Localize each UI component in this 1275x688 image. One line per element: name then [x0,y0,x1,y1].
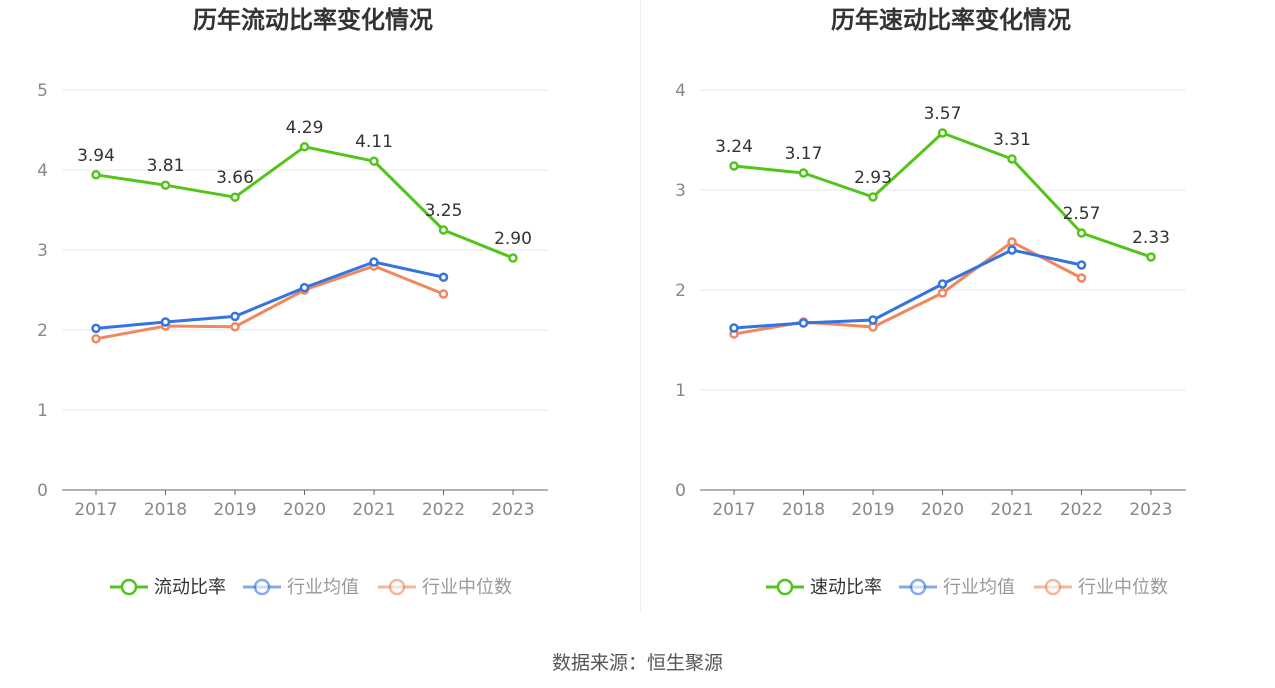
industry-average-series-point [1076,260,1087,270]
industry-average-series-point [91,323,101,334]
main-series-point [937,128,948,138]
data-label: 3.24 [715,137,753,157]
main-series-point [798,168,809,178]
x-tick-label: 2018 [144,500,187,520]
industry-average-series-point [369,257,379,267]
industry-average-series-point [438,272,449,282]
main-series-point [299,142,310,152]
y-tick-label: 4 [37,161,48,181]
industry-median-series-point [91,334,101,344]
chart-title: 历年流动比率变化情况 [193,6,433,34]
x-tick-label: 2021 [352,500,395,520]
current-ratio-chart-panel: 历年流动比率变化情况 0 1 2 3 4 5 2017 2018 2019 2020 2021 2022… [0,0,637,612]
main-series-point [160,180,171,190]
industry-average-series-point [868,315,878,325]
industry-average-series-point [299,282,310,293]
main-series-point [1076,228,1087,238]
legend-item-industry-median-marker [388,578,406,596]
legend-item-main-marker [776,578,794,596]
quick-ratio-chart: 历年速动比率变化情况 0 1 2 3 4 2017 2018 2019 2020 2021 2022 2… [675,6,1186,598]
main-series-point [508,253,518,263]
data-label: 3.66 [216,168,254,188]
data-label: 4.29 [286,118,324,138]
y-tick-label: 0 [675,481,686,501]
main-series-point [230,192,240,202]
main-series-point [369,156,379,166]
industry-average-series-line [733,248,1082,330]
industry-average-series-point [230,311,240,322]
y-tick-label: 4 [675,81,686,101]
x-tick-label: 2022 [1060,500,1103,520]
industry-median-series-point [230,322,240,332]
x-tick-label: 2017 [74,500,117,520]
y-tick-label: 5 [37,81,48,101]
data-label: 3.31 [993,130,1031,150]
x-tick-label: 2020 [921,500,964,520]
legend: 速动比率 行业均值 行业中位数 [766,577,1168,598]
data-label: 2.57 [1063,204,1101,224]
legend-item-industry-average-marker [253,578,271,596]
y-tick-label: 0 [37,481,48,501]
legend-item-industry-median-label: 行业中位数 [422,577,512,598]
quick-ratio-chart-panel: 历年速动比率变化情况 0 1 2 3 4 2017 2018 2019 2020 2021 2022 2… [638,0,1275,612]
data-label: 2.93 [854,168,892,188]
industry-median-series-line [95,264,445,341]
legend-item-main-marker [120,578,138,596]
x-tick-label: 2021 [990,500,1033,520]
y-tick-label: 1 [37,401,48,421]
y-tick-label: 2 [675,281,686,301]
data-label: 3.94 [77,146,115,166]
x-tick-label: 2023 [1129,500,1172,520]
data-label: 2.90 [494,229,532,249]
x-tick-label: 2018 [782,500,825,520]
x-tick-label: 2019 [213,500,256,520]
y-tick-label: 1 [675,381,686,401]
x-tick-label: 2017 [712,500,755,520]
current-ratio-chart: 历年流动比率变化情况 0 1 2 3 4 5 2017 2018 2019 2020 2021 2022… [37,6,548,598]
industry-average-series-point [160,317,171,327]
data-source-note: 数据来源：恒生聚源 [551,652,723,674]
legend: 流动比率 行业均值 行业中位数 [110,577,512,598]
main-series-point [1007,154,1017,164]
industry-median-series-point [937,288,948,298]
industry-average-series-line [95,260,444,330]
chart-title: 历年速动比率变化情况 [831,6,1071,34]
industry-average-series-point [1007,245,1017,255]
x-tick-label: 2019 [851,500,894,520]
main-series-point [438,225,449,235]
industry-average-series-point [937,279,948,289]
legend-item-main-label: 速动比率 [810,577,882,598]
main-series-point [868,192,878,202]
legend-item-main-label: 流动比率 [154,577,226,598]
legend-item-industry-average-marker [909,578,927,596]
y-tick-label: 3 [675,181,686,201]
industry-median-series-point [438,289,449,299]
data-label: 3.57 [924,104,962,124]
main-series-point [729,161,739,171]
legend-item-industry-average-label: 行业均值 [943,577,1015,598]
y-tick-label: 3 [37,241,48,261]
x-tick-label: 2022 [422,500,465,520]
data-label: 2.33 [1132,228,1170,248]
legend-item-industry-median-label: 行业中位数 [1078,577,1168,598]
data-label: 3.17 [785,144,823,164]
x-tick-label: 2020 [283,500,326,520]
main-series-point [1146,252,1156,262]
main-series-point [91,170,101,180]
data-label: 3.81 [147,156,185,176]
industry-median-series-point [1007,237,1017,247]
industry-median-series-line [733,240,1083,336]
y-tick-label: 2 [37,321,48,341]
industry-average-series-point [729,323,739,333]
legend-item-industry-median-marker [1044,578,1062,596]
data-label: 4.11 [355,132,393,152]
panel-divider [640,0,641,612]
data-label: 3.25 [425,201,463,221]
legend-item-industry-average-label: 行业均值 [287,577,359,598]
industry-median-series-point [1076,273,1087,283]
industry-average-series-point [798,318,809,328]
x-tick-label: 2023 [491,500,534,520]
